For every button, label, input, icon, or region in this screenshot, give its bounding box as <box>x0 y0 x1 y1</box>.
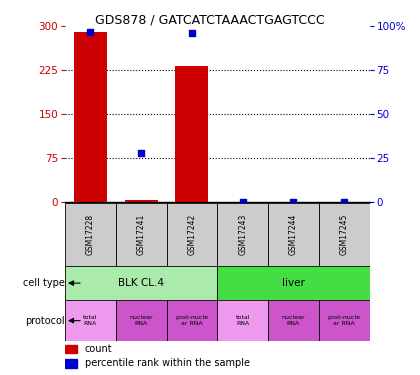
Text: GSM17243: GSM17243 <box>238 214 247 255</box>
FancyBboxPatch shape <box>116 300 167 341</box>
FancyBboxPatch shape <box>218 266 370 300</box>
Text: cell type: cell type <box>23 278 65 288</box>
Point <box>290 200 297 206</box>
FancyBboxPatch shape <box>268 202 319 266</box>
Text: GSM17244: GSM17244 <box>289 214 298 255</box>
Bar <box>74 32 107 203</box>
Text: protocol: protocol <box>26 316 65 326</box>
Text: GSM17242: GSM17242 <box>187 214 197 255</box>
Text: nuclear
RNA: nuclear RNA <box>282 315 305 326</box>
FancyBboxPatch shape <box>167 300 218 341</box>
FancyBboxPatch shape <box>116 202 167 266</box>
Text: GSM17241: GSM17241 <box>137 214 146 255</box>
FancyBboxPatch shape <box>218 300 268 341</box>
Point <box>138 150 144 156</box>
Text: post-nucle
ar RNA: post-nucle ar RNA <box>176 315 208 326</box>
FancyBboxPatch shape <box>319 202 370 266</box>
FancyBboxPatch shape <box>65 300 116 341</box>
Text: GSM17245: GSM17245 <box>340 214 349 255</box>
Point <box>87 28 94 34</box>
FancyBboxPatch shape <box>218 202 268 266</box>
Bar <box>176 66 208 203</box>
Text: BLK CL.4: BLK CL.4 <box>118 278 164 288</box>
Text: total
RNA: total RNA <box>83 315 98 326</box>
FancyBboxPatch shape <box>65 202 116 266</box>
Text: GDS878 / GATCATCTAAACTGAGTCCC: GDS878 / GATCATCTAAACTGAGTCCC <box>95 13 325 26</box>
Bar <box>65 345 77 353</box>
Point <box>189 30 195 36</box>
FancyBboxPatch shape <box>268 300 319 341</box>
Text: percentile rank within the sample: percentile rank within the sample <box>85 358 250 369</box>
Text: post-nucle
ar RNA: post-nucle ar RNA <box>328 315 361 326</box>
Point <box>341 200 348 206</box>
FancyBboxPatch shape <box>167 202 218 266</box>
Bar <box>65 359 77 368</box>
Text: count: count <box>85 344 113 354</box>
FancyBboxPatch shape <box>65 266 218 300</box>
Text: GSM17228: GSM17228 <box>86 214 95 255</box>
Text: total
RNA: total RNA <box>236 315 250 326</box>
Text: nuclear
RNA: nuclear RNA <box>129 315 153 326</box>
Point <box>239 200 246 206</box>
Text: liver: liver <box>282 278 305 288</box>
FancyBboxPatch shape <box>319 300 370 341</box>
Bar <box>125 200 158 202</box>
